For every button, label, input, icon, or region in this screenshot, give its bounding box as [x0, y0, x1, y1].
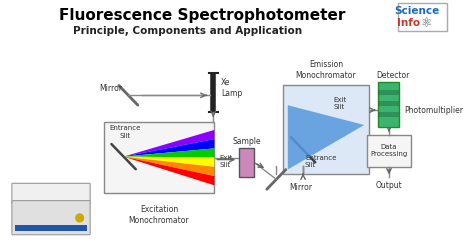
Text: Mirror: Mirror: [290, 183, 313, 192]
Text: Entrance: Entrance: [110, 125, 141, 131]
Text: Output: Output: [375, 181, 402, 190]
Bar: [398, 3, 447, 31]
Text: Xe
Lamp: Xe Lamp: [221, 78, 242, 98]
Polygon shape: [124, 157, 214, 185]
Text: Science: Science: [394, 6, 439, 16]
Text: Principle, Components and Application: Principle, Components and Application: [73, 26, 302, 36]
Polygon shape: [288, 105, 364, 169]
Text: Emission
Monochromator: Emission Monochromator: [296, 61, 356, 81]
FancyBboxPatch shape: [12, 201, 90, 235]
Text: Entrance: Entrance: [305, 155, 337, 161]
Bar: [379, 101, 400, 106]
Bar: [379, 83, 400, 127]
Text: Detector: Detector: [376, 71, 410, 80]
Text: ⚛: ⚛: [420, 17, 432, 30]
Text: Photomultiplier: Photomultiplier: [404, 106, 463, 115]
Text: Fluorescence Spectrophotometer: Fluorescence Spectrophotometer: [59, 8, 345, 23]
Bar: [239, 148, 255, 177]
Bar: [104, 122, 214, 193]
Bar: [283, 86, 369, 174]
Bar: [15, 225, 87, 231]
Bar: [379, 112, 400, 117]
Polygon shape: [124, 139, 214, 157]
Polygon shape: [124, 157, 214, 176]
Polygon shape: [124, 157, 214, 167]
Text: Mirror: Mirror: [100, 84, 123, 93]
Circle shape: [76, 214, 83, 222]
Polygon shape: [124, 148, 214, 158]
FancyBboxPatch shape: [12, 183, 90, 204]
Text: Exit: Exit: [334, 97, 347, 103]
Text: Exit: Exit: [219, 155, 232, 161]
Text: Data
Processing: Data Processing: [370, 144, 408, 157]
Text: Info: Info: [398, 18, 420, 28]
Text: Slit: Slit: [120, 133, 131, 139]
Text: Sample: Sample: [232, 137, 261, 146]
Text: Excitation
Monochromator: Excitation Monochromator: [128, 205, 189, 225]
Polygon shape: [124, 130, 214, 157]
Bar: [367, 135, 411, 166]
Text: Slit: Slit: [219, 161, 230, 168]
Text: Slit: Slit: [334, 104, 345, 110]
Text: Slit: Slit: [305, 161, 316, 168]
Bar: [379, 90, 400, 95]
